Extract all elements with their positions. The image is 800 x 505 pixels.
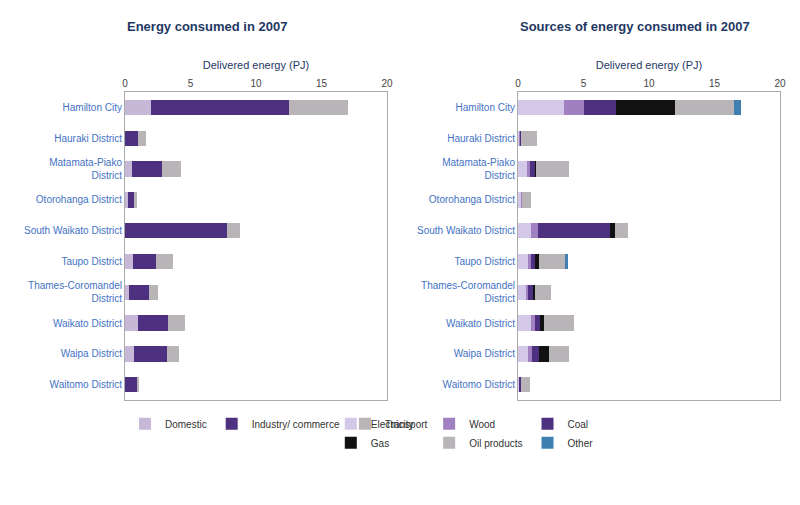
svg-text:Delivered energy (PJ): Delivered energy (PJ) xyxy=(203,59,309,71)
svg-text:Hauraki District: Hauraki District xyxy=(447,133,515,144)
svg-text:Wood: Wood xyxy=(469,419,495,430)
svg-text:5: 5 xyxy=(188,78,194,89)
svg-text:5: 5 xyxy=(581,78,587,89)
svg-text:Hamilton City: Hamilton City xyxy=(456,102,515,113)
svg-text:Delivered energy (PJ): Delivered energy (PJ) xyxy=(596,59,702,71)
svg-text:Taupo District: Taupo District xyxy=(61,256,122,267)
svg-text:Sources of energy consumed in: Sources of energy consumed in 2007 xyxy=(520,19,750,34)
svg-text:Gas: Gas xyxy=(371,438,389,449)
svg-text:15: 15 xyxy=(316,78,328,89)
svg-text:Thames-CoromandelDistrict: Thames-CoromandelDistrict xyxy=(28,280,122,304)
svg-text:Other: Other xyxy=(568,438,594,449)
svg-text:Waitomo District: Waitomo District xyxy=(50,379,123,390)
svg-text:South Waikato District: South Waikato District xyxy=(417,225,515,236)
svg-text:15: 15 xyxy=(709,78,721,89)
svg-text:Oil products: Oil products xyxy=(469,438,522,449)
svg-text:Coal: Coal xyxy=(568,419,589,430)
svg-text:Otorohanga District: Otorohanga District xyxy=(36,194,122,205)
svg-text:10: 10 xyxy=(250,78,262,89)
svg-text:Electricity: Electricity xyxy=(371,419,414,430)
svg-text:Thames-CoromandelDistrict: Thames-CoromandelDistrict xyxy=(421,280,515,304)
svg-text:South Waikato District: South Waikato District xyxy=(24,225,122,236)
svg-text:Otorohanga District: Otorohanga District xyxy=(429,194,515,205)
svg-text:0: 0 xyxy=(122,78,128,89)
svg-text:Waipa District: Waipa District xyxy=(454,348,516,359)
svg-text:Waipa District: Waipa District xyxy=(61,348,123,359)
svg-text:20: 20 xyxy=(774,78,786,89)
svg-text:Waikato District: Waikato District xyxy=(53,318,122,329)
svg-text:Matamata-PiakoDistrict: Matamata-PiakoDistrict xyxy=(49,157,122,181)
svg-text:Hamilton City: Hamilton City xyxy=(63,102,122,113)
svg-text:Waitomo District: Waitomo District xyxy=(443,379,516,390)
svg-text:20: 20 xyxy=(381,78,393,89)
svg-text:Matamata-PiakoDistrict: Matamata-PiakoDistrict xyxy=(442,157,515,181)
svg-text:Industry/ commerce: Industry/ commerce xyxy=(252,419,340,430)
svg-text:0: 0 xyxy=(515,78,521,89)
svg-text:Waikato District: Waikato District xyxy=(446,318,515,329)
svg-text:Taupo District: Taupo District xyxy=(454,256,515,267)
svg-text:Hauraki District: Hauraki District xyxy=(54,133,122,144)
svg-text:10: 10 xyxy=(643,78,655,89)
svg-text:Domestic: Domestic xyxy=(165,419,207,430)
svg-text:Energy consumed in 2007: Energy consumed in 2007 xyxy=(127,19,287,34)
